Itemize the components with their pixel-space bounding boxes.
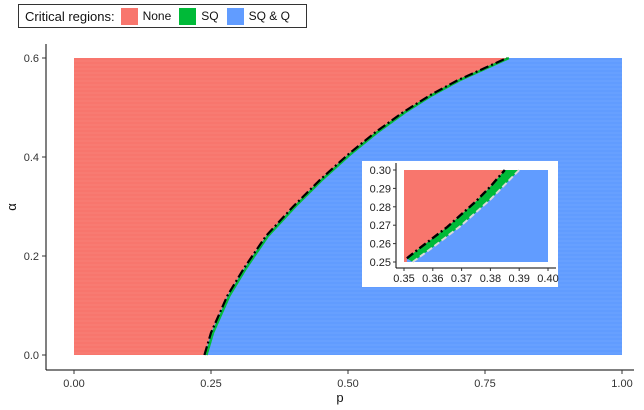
inset-y-tick-label: 0.30 [370, 165, 391, 177]
legend-item-none: None [120, 7, 172, 25]
inset-upper-curve [406, 169, 506, 260]
y-tick-label: 0.2 [24, 251, 39, 263]
inset-x-tick-label: 0.35 [393, 273, 414, 285]
legend: Critical regions: None SQ SQ & Q [18, 4, 307, 28]
y-tick-label: 0.6 [24, 53, 39, 65]
legend-swatch-none [120, 7, 138, 25]
legend-item-sq-q: SQ & Q [226, 7, 290, 25]
x-tick-label: 0.50 [337, 378, 358, 390]
inset-lower-curve [412, 169, 520, 263]
y-tick-label: 0.4 [24, 152, 39, 164]
legend-swatch-sq [179, 7, 197, 25]
inset-x-tick-label: 0.40 [537, 273, 558, 285]
inset-y-tick-label: 0.29 [370, 183, 391, 195]
x-axis-title: p [336, 390, 343, 405]
inset-region-sq [406, 170, 520, 262]
inset-y-tick-label: 0.28 [370, 202, 391, 214]
inset-x-tick-label: 0.39 [508, 273, 529, 285]
x-tick-label: 0.00 [63, 378, 84, 390]
x-tick-label: 0.75 [474, 378, 495, 390]
x-tick-label: 0.25 [200, 378, 221, 390]
legend-label-sq: SQ [201, 9, 219, 23]
inset-x-tick-label: 0.36 [422, 273, 443, 285]
boundary-curve [203, 56, 508, 356]
inset-plot: 0.35 0.36 0.37 0.38 0.39 0.40 0.25 0.26 0.27 0.28… [362, 161, 559, 287]
legend-label-sq-q: SQ & Q [248, 9, 290, 23]
legend-swatch-sq-q [226, 7, 244, 25]
legend-label-none: None [142, 9, 172, 23]
inset-x-tick-label: 0.37 [451, 273, 472, 285]
inset-y-tick-label: 0.25 [370, 257, 391, 269]
inset-x-tick-label: 0.38 [480, 273, 501, 285]
x-tick-label: 1.00 [611, 378, 632, 390]
legend-item-sq: SQ [179, 7, 219, 25]
inset-region-none [404, 170, 505, 262]
legend-title: Critical regions: [25, 8, 115, 24]
region-none [74, 58, 507, 355]
main-plot: 0.00 0.25 0.50 0.75 1.00 0.0 0.2 0.4 0.6 p α [4, 44, 634, 405]
y-axis-title: α [4, 203, 19, 211]
inset-y-tick-label: 0.27 [370, 220, 391, 232]
inset-y-tick-label: 0.26 [370, 239, 391, 251]
y-tick-label: 0.0 [24, 350, 39, 362]
